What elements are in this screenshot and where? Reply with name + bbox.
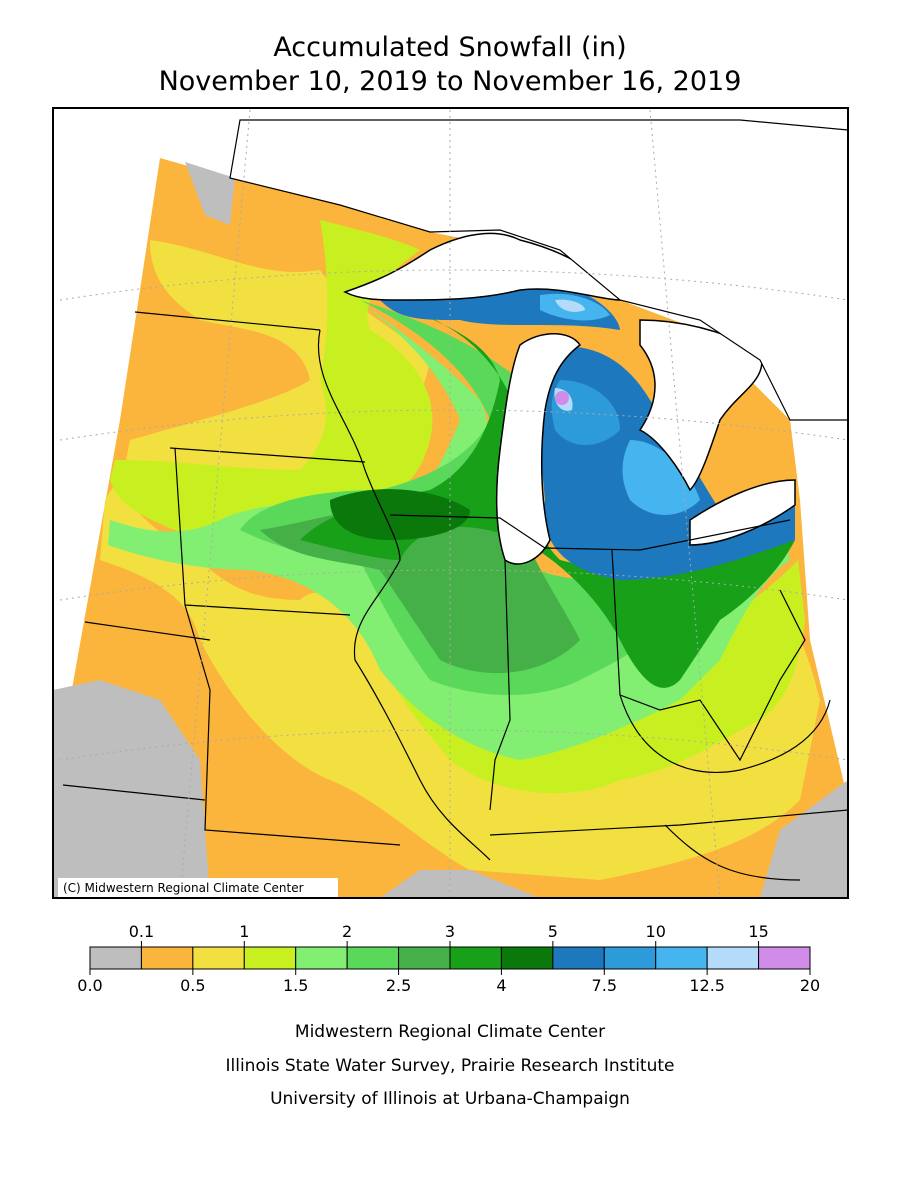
legend-label: 20 xyxy=(800,976,820,995)
footer-line: Midwestern Regional Climate Center xyxy=(295,1022,605,1042)
legend-swatch xyxy=(655,946,708,970)
legend-swatch xyxy=(398,946,451,970)
legend-label: 4 xyxy=(496,976,506,995)
legend-swatch xyxy=(140,946,194,970)
legend-label: 2 xyxy=(342,922,352,941)
legend-swatch xyxy=(500,946,554,970)
legend-label: 3 xyxy=(445,922,455,941)
legend-swatch xyxy=(243,946,297,970)
legend-label: 0.0 xyxy=(77,976,102,995)
legend-label: 10 xyxy=(646,922,666,941)
legend-swatch xyxy=(192,946,245,970)
legend-swatch xyxy=(89,946,142,970)
legend-swatch xyxy=(295,946,348,970)
copyright: (C) Midwestern Regional Climate Center xyxy=(63,881,304,895)
legend-label: 12.5 xyxy=(689,976,725,995)
legend-label: 2.5 xyxy=(386,976,411,995)
legend-swatch xyxy=(449,946,502,970)
map: (C) Midwestern Regional Climate Center xyxy=(52,107,849,899)
footer-line: University of Illinois at Urbana-Champai… xyxy=(270,1089,630,1109)
legend: 0.0 0.1 0.5 1 1.5 2 2.5 3 4 5 7.5 10 12.5 15 20 xyxy=(77,922,820,995)
title: Accumulated Snowfall (in) xyxy=(273,32,626,63)
subtitle: November 10, 2019 to November 16, 2019 xyxy=(159,66,742,97)
legend-label: 5 xyxy=(548,922,558,941)
legend-swatch xyxy=(758,946,811,970)
legend-label: 0.1 xyxy=(129,922,154,941)
legend-label: 7.5 xyxy=(592,976,617,995)
legend-swatch xyxy=(346,946,400,970)
footer-line: Illinois State Water Survey, Prairie Res… xyxy=(226,1056,675,1076)
legend-label: 15 xyxy=(748,922,768,941)
legend-swatch xyxy=(603,946,657,970)
legend-label: 1 xyxy=(239,922,249,941)
legend-label: 1.5 xyxy=(283,976,308,995)
legend-swatch xyxy=(706,946,760,970)
legend-swatch xyxy=(552,946,605,970)
legend-label: 0.5 xyxy=(180,976,205,995)
